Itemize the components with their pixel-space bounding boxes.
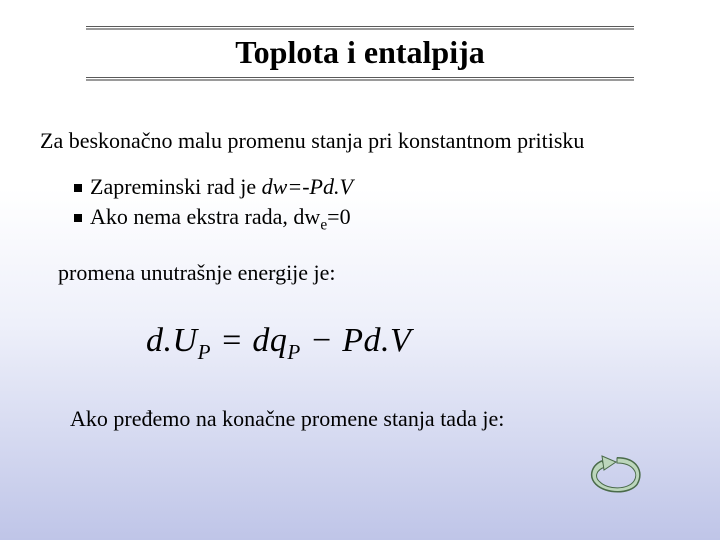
- bullet-item-1: Zapreminski rad je dw=-Pd.V: [74, 172, 353, 202]
- bullet-2-after: =0: [327, 204, 350, 229]
- title-rule-bottom: [86, 77, 634, 81]
- follow-line: Ako pređemo na konačne promene stanja ta…: [70, 406, 504, 432]
- bullet-1-text: Zapreminski rad je: [90, 174, 262, 199]
- eq-lhs-sub: P: [198, 340, 211, 364]
- change-line: promena unutrašnje energije je:: [58, 260, 336, 286]
- eq-equals: =: [211, 322, 252, 359]
- page-title: Toplota i entalpija: [86, 30, 634, 77]
- eq-lhs: d.U: [146, 322, 198, 359]
- bullet-2-text: Ako nema ekstra rada, dw: [90, 204, 320, 229]
- intro-text: Za beskonačno malu promenu stanja pri ko…: [40, 128, 584, 154]
- curved-arrow-icon[interactable]: [582, 450, 652, 503]
- bullet-item-2: Ako nema ekstra rada, dwe=0: [74, 202, 353, 236]
- bullet-list: Zapreminski rad je dw=-Pd.V Ako nema eks…: [74, 172, 353, 236]
- title-block: Toplota i entalpija: [86, 26, 634, 81]
- eq-rhs1: dq: [252, 322, 287, 359]
- eq-rhs1-sub: P: [287, 340, 300, 364]
- bullet-square-icon: [74, 214, 82, 222]
- eq-rhs2: Pd.V: [342, 322, 411, 359]
- bullet-1-formula: dw=-Pd.V: [262, 174, 353, 199]
- eq-minus: −: [301, 322, 342, 359]
- bullet-square-icon: [74, 184, 82, 192]
- equation: d.UP = dqP − Pd.V: [146, 322, 411, 365]
